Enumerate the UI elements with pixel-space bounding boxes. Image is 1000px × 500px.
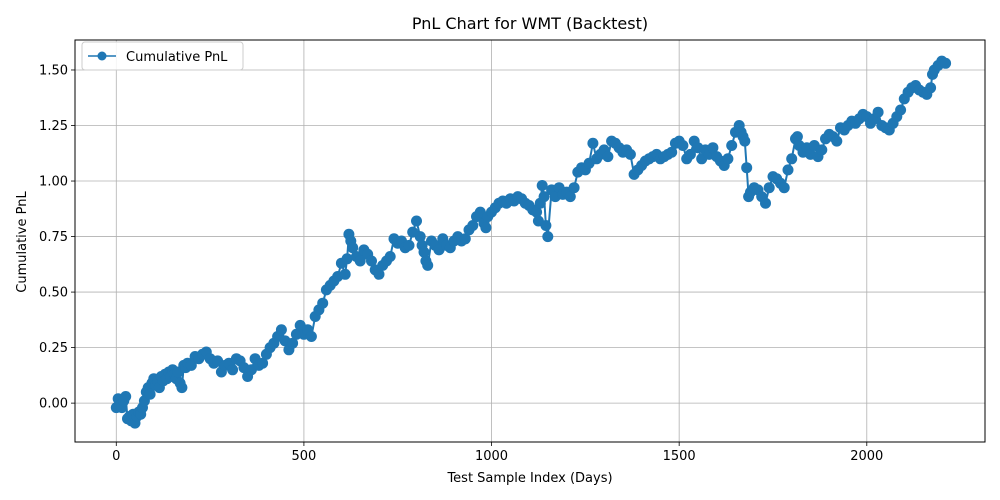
data-point: [707, 142, 719, 154]
data-point: [120, 391, 132, 402]
data-point: [624, 148, 636, 160]
x-tick-label: 1000: [475, 449, 508, 464]
data-point: [317, 297, 329, 309]
data-point: [305, 331, 317, 342]
data-point: [925, 82, 937, 94]
data-point: [587, 137, 599, 149]
chart-title: PnL Chart for WMT (Backtest): [412, 14, 648, 33]
data-point: [480, 222, 492, 234]
data-point: [791, 131, 803, 143]
data-point: [816, 144, 828, 156]
y-tick-label: 1.50: [39, 63, 68, 78]
data-point: [540, 220, 552, 231]
y-axis-title: Cumulative PnL: [15, 191, 30, 293]
data-point: [722, 153, 734, 165]
x-tick-label: 0: [112, 449, 120, 464]
y-tick-label: 1.00: [39, 175, 68, 190]
data-point: [373, 268, 385, 280]
legend-label: Cumulative PnL: [126, 50, 228, 65]
data-point: [339, 268, 351, 280]
x-tick-label: 2000: [850, 449, 883, 464]
data-point: [895, 104, 907, 116]
data-point: [459, 233, 471, 245]
data-point: [940, 57, 952, 69]
data-point: [763, 182, 775, 194]
data-point: [872, 106, 884, 118]
axis-ticks: 0 500 1000 1500 2000 0.00 0.25 0.50 0.75 1.00 1.25…: [39, 63, 883, 464]
data-point: [666, 146, 678, 158]
data-point: [366, 255, 377, 267]
legend: Cumulative PnL: [81, 41, 244, 71]
data-point: [741, 162, 753, 174]
y-tick-label: 0.50: [39, 286, 68, 301]
data-point: [739, 135, 751, 147]
data-point: [257, 357, 269, 369]
data-point: [531, 206, 543, 218]
data-point: [677, 140, 689, 151]
data-point: [185, 359, 197, 371]
data-point: [782, 164, 794, 176]
x-tick-label: 500: [291, 449, 316, 464]
data-point: [384, 251, 396, 262]
data-point: [786, 153, 798, 165]
x-tick-label: 1500: [663, 449, 696, 464]
data-point: [275, 324, 287, 336]
y-tick-label: 1.25: [39, 119, 68, 134]
data-point: [726, 140, 738, 151]
data-point: [542, 231, 554, 243]
data-point: [144, 388, 156, 400]
data-point: [414, 231, 426, 243]
legend-box: [81, 41, 244, 71]
plot-area-frame: [74, 39, 986, 443]
data-point: [341, 253, 353, 265]
data-point: [564, 191, 576, 203]
data-point: [403, 239, 415, 251]
data-point: [536, 180, 548, 191]
y-tick-label: 0.00: [39, 397, 68, 412]
data-point: [287, 337, 299, 349]
data-point: [176, 382, 188, 394]
data-point: [778, 182, 790, 194]
data-point: [354, 255, 366, 267]
data-point: [422, 259, 434, 271]
data-point: [831, 135, 843, 147]
data-point: [568, 182, 580, 194]
y-tick-label: 0.75: [39, 230, 68, 245]
data-point: [684, 148, 696, 160]
data-point: [538, 191, 550, 203]
data-point: [602, 151, 614, 163]
data-layer: [110, 55, 952, 429]
data-point: [760, 197, 771, 209]
x-axis-title: Test Sample Index (Days): [446, 471, 612, 486]
data-point: [411, 215, 422, 227]
data-point: [467, 220, 479, 231]
data-point: [418, 246, 430, 258]
data-point: [347, 242, 359, 254]
y-tick-label: 0.25: [39, 341, 68, 356]
data-point: [227, 364, 239, 376]
legend-marker-swatch: [97, 51, 107, 61]
